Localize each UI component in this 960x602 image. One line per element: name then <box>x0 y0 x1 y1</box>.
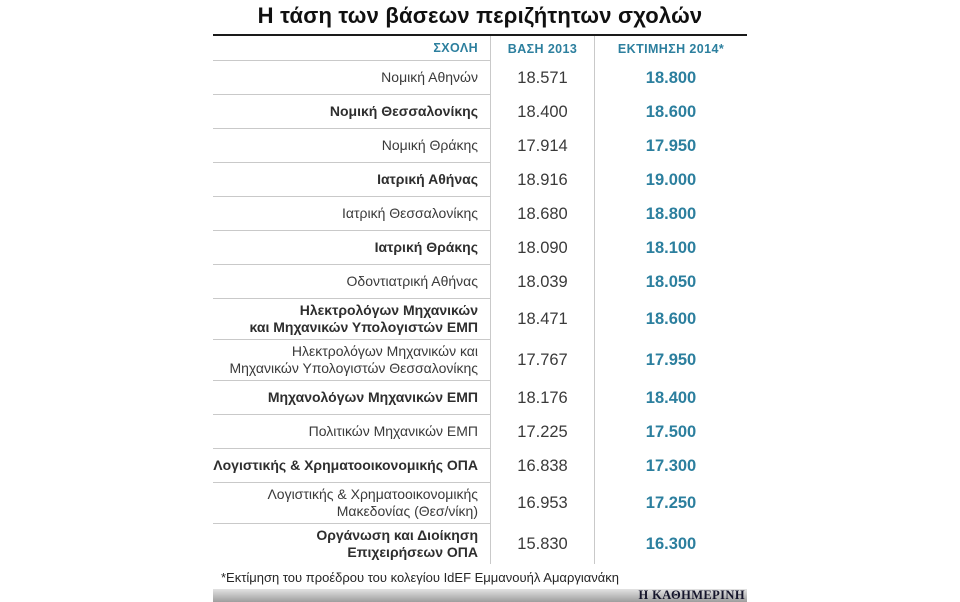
base-2013-value: 18.471 <box>490 299 595 340</box>
publisher-logo: Η ΚΑΘΗΜΕΡΙΝΗ <box>638 588 745 602</box>
table-row: Ιατρική Θράκης 18.090 18.100 <box>213 231 747 265</box>
base-2013-value: 18.400 <box>490 95 595 129</box>
base-2013-value: 17.914 <box>490 129 595 163</box>
estimate-2014-value: 18.050 <box>645 272 697 291</box>
school-name: Οργάνωση και Διοίκηση Επιχειρήσεων ΟΠΑ <box>316 527 478 560</box>
base-2013-value: 18.571 <box>490 61 595 95</box>
base-2013-value: 18.039 <box>490 265 595 299</box>
estimate-2014-value: 18.800 <box>645 68 697 87</box>
school-name: Ιατρική Αθήνας <box>213 163 490 197</box>
scores-table: ΣΧΟΛΗ ΒΑΣΗ 2013 ΕΚΤΙΜΗΣΗ 2014* Νομική Αθ… <box>213 36 747 564</box>
base-2013-value: 18.680 <box>490 197 595 231</box>
column-header-base-2013: ΒΑΣΗ 2013 <box>490 36 595 61</box>
estimate-2014-value: 17.250 <box>645 494 697 512</box>
school-name: Μηχανολόγων Μηχανικών ΕΜΠ <box>213 381 490 415</box>
base-2013-value: 17.767 <box>490 340 595 381</box>
estimate-2014-value: 19.000 <box>645 170 697 189</box>
estimate-2014-value: 18.800 <box>645 204 697 223</box>
school-name: Νομική Αθηνών <box>213 61 490 95</box>
school-name: Νομική Θεσσαλονίκης <box>213 95 490 129</box>
school-name: Λογιστικής & Χρηματοοικονομικής Μακεδονί… <box>213 483 490 524</box>
table-row: Πολιτικών Μηχανικών ΕΜΠ 17.225 17.500 <box>213 415 747 449</box>
footnote: *Εκτίμηση του προέδρου του κολεγίου IdEF… <box>221 570 619 585</box>
table-row: Ιατρική Θεσσαλονίκης 18.680 18.800 <box>213 197 747 231</box>
school-name: Ιατρική Θεσσαλονίκης <box>213 197 490 231</box>
school-name: Ηλεκτρολόγων Μηχανικών και Μηχανικών Υπο… <box>213 299 490 340</box>
table-row: Λογιστικής & Χρηματοοικονομικής Μακεδονί… <box>213 483 747 524</box>
column-header-school: ΣΧΟΛΗ <box>213 36 490 61</box>
estimate-2014-value: 17.950 <box>645 351 697 369</box>
estimate-2014-value: 17.500 <box>645 422 697 441</box>
estimate-2014-value: 18.600 <box>645 310 697 328</box>
table-row: Νομική Αθηνών 18.571 18.800 <box>213 61 747 95</box>
table-row: Λογιστικής & Χρηματοοικονομικής ΟΠΑ 16.8… <box>213 449 747 483</box>
school-name: Πολιτικών Μηχανικών ΕΜΠ <box>213 415 490 449</box>
estimate-2014-value: 18.100 <box>645 238 697 257</box>
estimate-2014-value: 17.300 <box>645 456 697 475</box>
table-row: Ηλεκτρολόγων Μηχανικών και Μηχανικών Υπο… <box>213 299 747 340</box>
source-bar: Η ΚΑΘΗΜΕΡΙΝΗ <box>213 589 747 602</box>
table-row: Ηλεκτρολόγων Μηχανικών και Μηχανικών Υπο… <box>213 340 747 381</box>
table-header: ΣΧΟΛΗ ΒΑΣΗ 2013 ΕΚΤΙΜΗΣΗ 2014* <box>213 36 747 61</box>
table-row: Νομική Θεσσαλονίκης 18.400 18.600 <box>213 95 747 129</box>
school-name: Λογιστικής & Χρηματοοικονομικής ΟΠΑ <box>213 449 490 483</box>
base-2013-value: 18.176 <box>490 381 595 415</box>
table-row: Οδοντιατρική Αθήνας 18.039 18.050 <box>213 265 747 299</box>
admission-scores-infographic: Η τάση των βάσεων περιζήτητων σχολών ΣΧΟ… <box>213 3 747 602</box>
base-2013-value: 16.953 <box>490 483 595 524</box>
table-row: Οργάνωση και Διοίκηση Επιχειρήσεων ΟΠΑ 1… <box>213 524 747 564</box>
school-name: Οδοντιατρική Αθήνας <box>213 265 490 299</box>
base-2013-value: 16.838 <box>490 449 595 483</box>
base-2013-value: 18.090 <box>490 231 595 265</box>
table-row: Νομική Θράκης 17.914 17.950 <box>213 129 747 163</box>
estimate-2014-value: 17.950 <box>645 136 697 155</box>
school-name: Ηλεκτρολόγων Μηχανικών και Μηχανικών Υπο… <box>213 340 490 381</box>
page-title: Η τάση των βάσεων περιζήτητων σχολών <box>213 3 747 36</box>
base-2013-value: 17.225 <box>490 415 595 449</box>
table-body: Νομική Αθηνών 18.571 18.800 Νομική Θεσσα… <box>213 61 747 564</box>
estimate-2014-value: 16.300 <box>645 534 697 553</box>
column-header-estimate-2014: ΕΚΤΙΜΗΣΗ 2014* <box>617 41 725 56</box>
estimate-2014-value: 18.400 <box>645 388 697 407</box>
table-row: Ιατρική Αθήνας 18.916 19.000 <box>213 163 747 197</box>
base-2013-value: 18.916 <box>490 163 595 197</box>
base-2013-value: 15.830 <box>490 524 595 564</box>
school-name: Νομική Θράκης <box>213 129 490 163</box>
estimate-2014-value: 18.600 <box>645 102 697 121</box>
school-name: Ιατρική Θράκης <box>213 231 490 265</box>
table-row: Μηχανολόγων Μηχανικών ΕΜΠ 18.176 18.400 <box>213 381 747 415</box>
